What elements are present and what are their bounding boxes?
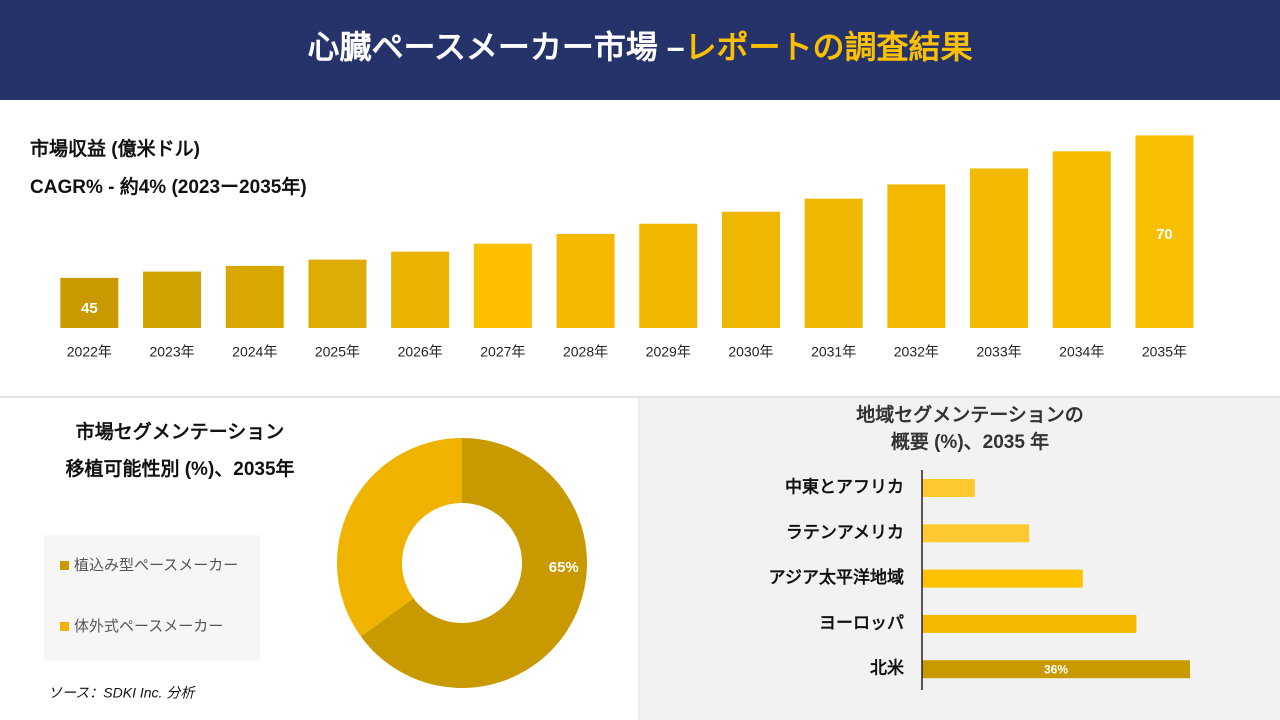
- donut-segment: [360, 438, 587, 689]
- bar: [473, 243, 532, 328]
- bar: [922, 479, 975, 497]
- x-tick-label: 2033年: [976, 344, 1021, 360]
- x-tick-label: 2025年: [315, 344, 360, 360]
- x-tick-label: 2032年: [894, 344, 939, 360]
- data-label: 36%: [1044, 662, 1068, 676]
- legend-swatch: [60, 561, 69, 570]
- donut-segment: [337, 438, 462, 637]
- x-tick-label: 2028年: [563, 344, 608, 360]
- bar: [308, 259, 367, 328]
- bar: [804, 198, 863, 328]
- data-label: 70: [1156, 226, 1173, 243]
- title-main: 心臓ペースメーカー市場 –: [307, 29, 684, 65]
- x-tick-label: 2031年: [811, 344, 856, 360]
- legend-label: 体外式ペースメーカー: [74, 618, 223, 635]
- x-tick-label: 2029年: [646, 344, 691, 360]
- header-band: [0, 0, 1280, 100]
- legend-box: [44, 535, 260, 661]
- chart-subtitle: CAGR% - 約4% (2023ー2035年): [30, 175, 307, 198]
- bar: [721, 211, 780, 328]
- x-tick-label: 2024年: [232, 344, 277, 360]
- bar: [639, 223, 698, 328]
- y-tick-label: 中東とアフリカ: [785, 476, 904, 496]
- bar: [922, 660, 1190, 679]
- bar: [887, 184, 946, 328]
- header-title: 心臓ペースメーカー市場 –レポートの調査結果: [307, 29, 972, 65]
- bar: [391, 251, 450, 328]
- y-tick-label: 北米: [870, 658, 905, 678]
- bar: [1052, 151, 1111, 328]
- legend-label: 植込み型ペースメーカー: [74, 557, 238, 574]
- y-tick-label: ヨーロッパ: [819, 613, 904, 632]
- x-tick-label: 2023年: [149, 344, 194, 360]
- bar: [60, 277, 119, 328]
- y-tick-label: アジア太平洋地域: [769, 567, 904, 587]
- bar: [1135, 135, 1194, 328]
- data-label: 65%: [549, 559, 579, 576]
- bar: [922, 569, 1083, 588]
- x-tick-label: 2022年: [67, 344, 112, 360]
- x-tick-label: 2030年: [728, 344, 773, 360]
- source: ソース：SDKI Inc. 分析: [48, 685, 196, 701]
- chart-title: 移植可能性別 (%)、2035年: [65, 457, 294, 480]
- chart-title: 市場収益 (億米ドル): [30, 137, 200, 160]
- data-label: 45: [81, 300, 98, 317]
- x-tick-label: 2034年: [1059, 344, 1104, 360]
- chart-title: 市場セグメンテーション: [76, 420, 285, 443]
- legend-swatch: [60, 622, 69, 631]
- x-tick-label: 2035年: [1142, 344, 1187, 360]
- bar: [556, 233, 615, 328]
- bar: [225, 265, 284, 328]
- x-tick-label: 2026年: [398, 344, 443, 360]
- x-tick-label: 2027年: [480, 344, 525, 360]
- bar: [922, 524, 1030, 543]
- chart-title: 地域セグメンテーションの: [856, 403, 1084, 426]
- title-highlight: レポートの調査結果: [685, 29, 973, 65]
- bar: [922, 614, 1137, 633]
- chart-title: 概要 (%)、2035 年: [891, 430, 1049, 453]
- bar: [970, 168, 1029, 328]
- bar: [143, 271, 202, 328]
- y-tick-label: ラテンアメリカ: [786, 523, 904, 542]
